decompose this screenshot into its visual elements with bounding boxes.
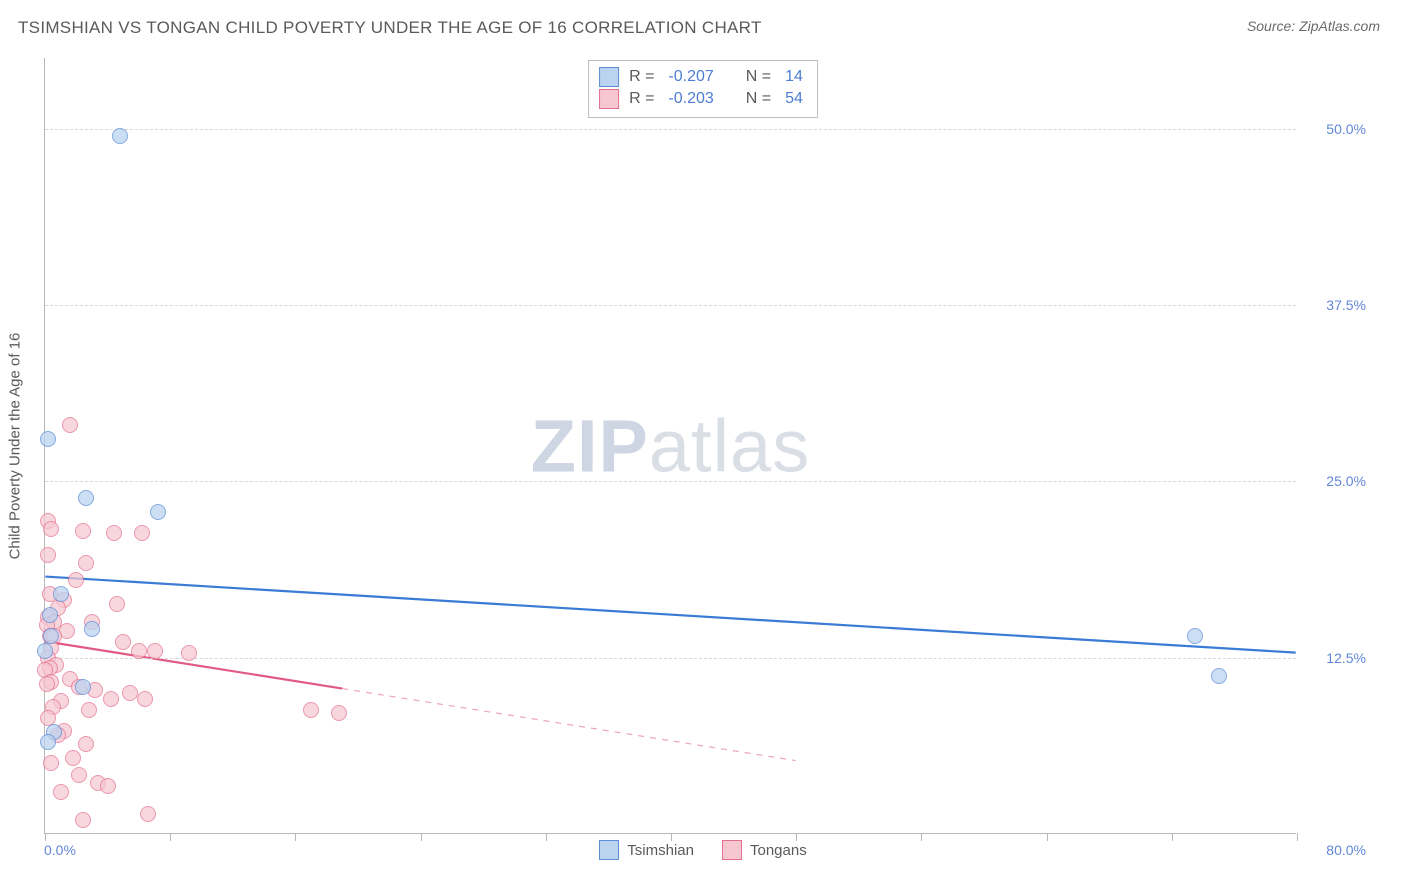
legend-swatch	[599, 89, 619, 109]
legend-stats-row: R = -0.207 N = 14	[599, 67, 807, 87]
data-point	[122, 685, 138, 701]
data-point	[140, 806, 156, 822]
data-point	[100, 778, 116, 794]
data-point	[43, 755, 59, 771]
trend-line	[45, 577, 1295, 653]
data-point	[1187, 628, 1203, 644]
data-point	[42, 607, 58, 623]
y-axis-title: Child Poverty Under the Age of 16	[7, 332, 24, 559]
data-point	[37, 643, 53, 659]
legend-label: Tsimshian	[627, 842, 694, 859]
watermark-light: atlas	[649, 404, 810, 487]
data-point	[112, 128, 128, 144]
source-attribution: Source: ZipAtlas.com	[1247, 18, 1380, 34]
legend-stats-row: R = -0.203 N = 54	[599, 89, 807, 109]
data-point	[303, 702, 319, 718]
gridline	[45, 658, 1296, 659]
data-point	[39, 676, 55, 692]
data-point	[331, 705, 347, 721]
data-point	[65, 750, 81, 766]
data-point	[53, 586, 69, 602]
data-point	[43, 521, 59, 537]
y-tick-label: 50.0%	[1326, 121, 1366, 137]
chart-plot-area: Child Poverty Under the Age of 16 ZIPatl…	[44, 58, 1296, 834]
data-point	[40, 431, 56, 447]
gridline	[45, 129, 1296, 130]
data-point	[137, 691, 153, 707]
header: TSIMSHIAN VS TONGAN CHILD POVERTY UNDER …	[0, 0, 1406, 44]
data-point	[68, 572, 84, 588]
legend-label: Tongans	[750, 842, 807, 859]
legend-item: Tongans	[722, 840, 807, 860]
r-value: -0.203	[664, 90, 717, 108]
n-value: 54	[781, 90, 807, 108]
data-point	[78, 490, 94, 506]
legend-swatch	[599, 840, 619, 860]
legend-swatch	[722, 840, 742, 860]
data-point	[71, 767, 87, 783]
data-point	[181, 645, 197, 661]
data-point	[78, 736, 94, 752]
gridline	[45, 481, 1296, 482]
data-point	[40, 734, 56, 750]
data-point	[109, 596, 125, 612]
n-label: N =	[746, 68, 771, 86]
data-point	[84, 621, 100, 637]
data-point	[115, 634, 131, 650]
data-point	[131, 643, 147, 659]
legend-swatch	[599, 67, 619, 87]
data-point	[103, 691, 119, 707]
y-tick-label: 37.5%	[1326, 297, 1366, 313]
data-point	[147, 643, 163, 659]
data-point	[81, 702, 97, 718]
series-legend: Tsimshian Tongans	[0, 840, 1406, 860]
chart-title: TSIMSHIAN VS TONGAN CHILD POVERTY UNDER …	[18, 18, 762, 38]
correlation-legend: R = -0.207 N = 14 R = -0.203 N = 54	[588, 60, 818, 118]
n-value: 14	[781, 68, 807, 86]
data-point	[1211, 668, 1227, 684]
r-label: R =	[629, 68, 654, 86]
data-point	[75, 679, 91, 695]
data-point	[78, 555, 94, 571]
data-point	[106, 525, 122, 541]
data-point	[53, 784, 69, 800]
n-label: N =	[746, 90, 771, 108]
watermark-bold: ZIP	[531, 404, 649, 487]
data-point	[75, 523, 91, 539]
r-label: R =	[629, 90, 654, 108]
data-point	[75, 812, 91, 828]
legend-item: Tsimshian	[599, 840, 694, 860]
data-point	[40, 547, 56, 563]
data-point	[150, 504, 166, 520]
gridline	[45, 305, 1296, 306]
data-point	[134, 525, 150, 541]
y-tick-label: 25.0%	[1326, 473, 1366, 489]
watermark: ZIPatlas	[531, 403, 810, 488]
r-value: -0.207	[664, 68, 717, 86]
trend-lines	[45, 58, 1296, 833]
y-tick-label: 12.5%	[1326, 650, 1366, 666]
data-point	[62, 417, 78, 433]
trend-line-extrapolated	[342, 689, 795, 761]
